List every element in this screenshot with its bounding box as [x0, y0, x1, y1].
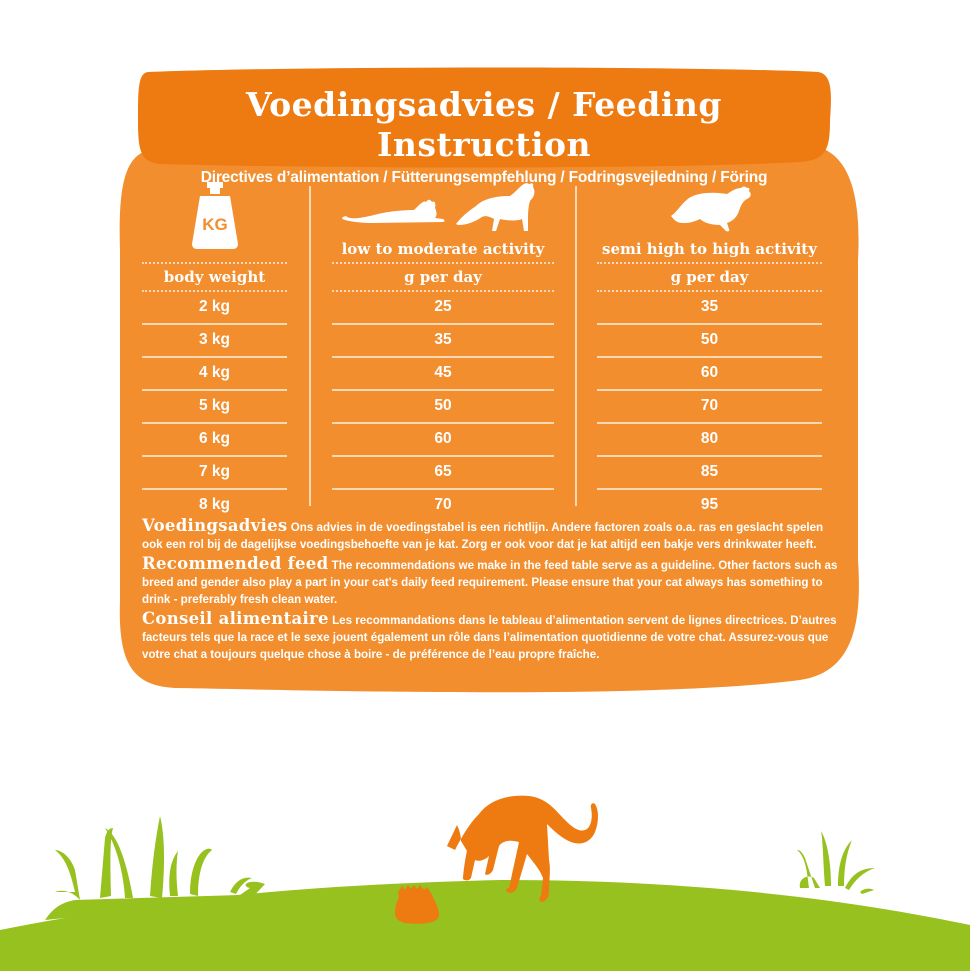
title-banner: Voedingsadvies / Feeding Instruction Dir…	[138, 70, 830, 186]
resting-and-walking-cats-icon	[342, 183, 535, 231]
table-cell-high: 60	[597, 358, 822, 391]
table-cell-low: 25	[332, 292, 554, 325]
table-cell-high: 85	[597, 457, 822, 490]
table-row-weight: 6 kg	[142, 424, 287, 457]
high-activity-column: semi high to high activity g per day 35 …	[597, 180, 822, 521]
g-per-day-header: g per day	[670, 268, 749, 286]
low-activity-column: low to moderate activity g per day 25 35…	[332, 180, 554, 521]
table-cell-low: 60	[332, 424, 554, 457]
table-cell-high: 35	[597, 292, 822, 325]
dotted-rule	[597, 262, 822, 264]
body-weight-column: KG body weight 2 kg 3 kg 4 kg 5 kg 6 kg …	[142, 180, 287, 521]
food-bowl	[395, 885, 439, 924]
running-cat-icon	[671, 186, 751, 232]
g-per-day-header: g per day	[404, 268, 482, 286]
table-row-weight: 8 kg	[198, 496, 230, 513]
table-row-weight: 7 kg	[142, 457, 287, 490]
note-english: Recommended feed The recommendations we …	[142, 554, 838, 606]
high-activity-header: semi high to high activity	[602, 240, 817, 258]
column-divider	[309, 186, 311, 506]
dotted-rule	[332, 290, 554, 292]
page-title: Voedingsadvies / Feeding Instruction	[246, 85, 722, 164]
svg-text:KG: KG	[202, 215, 228, 234]
table-cell-high: 80	[597, 424, 822, 457]
column-divider	[575, 186, 577, 506]
table-cell-low: 45	[332, 358, 554, 391]
table-row-weight: 4 kg	[142, 358, 287, 391]
table-cell-high: 95	[700, 496, 719, 513]
body-weight-header: body weight	[163, 268, 266, 286]
feeding-notes: Voedingsadvies Ons advies in de voedings…	[142, 517, 842, 665]
dotted-rule	[142, 262, 287, 264]
note-french: Conseil alimentaire Les recommandations …	[142, 609, 837, 661]
table-cell-low: 70	[434, 496, 452, 513]
dotted-rule	[597, 290, 822, 292]
dotted-rule	[332, 262, 554, 264]
table-cell-high: 50	[597, 325, 822, 358]
page-subtitle: Directives d’alimentation / Fütterungsem…	[200, 169, 768, 186]
table-cell-low: 50	[332, 391, 554, 424]
note-dutch: Voedingsadvies Ons advies in de voedings…	[142, 516, 824, 551]
table-cell-low: 65	[332, 457, 554, 490]
table-cell-low: 35	[332, 325, 554, 358]
low-activity-header: low to moderate activity	[341, 240, 545, 258]
dotted-rule	[142, 290, 287, 292]
kg-weight-icon: KG	[191, 182, 238, 249]
table-row-weight: 5 kg	[142, 391, 287, 424]
cat-eating-scene	[0, 795, 970, 971]
table-row-weight: 2 kg	[142, 292, 287, 325]
table-row-weight: 3 kg	[142, 325, 287, 358]
table-cell-high: 70	[597, 391, 822, 424]
orange-cat-illustration	[447, 795, 598, 902]
grass-hill	[0, 816, 970, 971]
